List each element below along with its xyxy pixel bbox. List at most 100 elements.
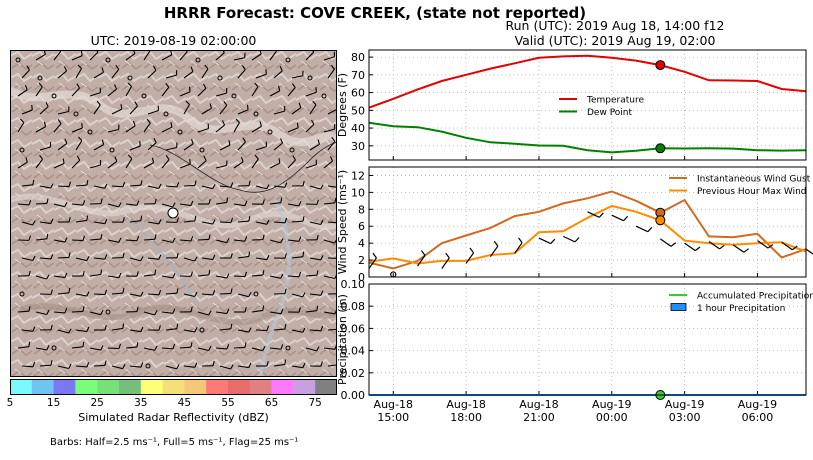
wind-barb [684,242,701,252]
wind-barb [107,84,118,97]
x-tick-label-time: 21:00 [523,411,555,424]
calm-wind-marker [285,345,291,351]
wind-barb [732,244,749,253]
wind-barb [57,287,71,295]
colorbar-frame [10,379,337,395]
y-tick-label: 0.04 [341,345,366,358]
wind-barb [111,181,126,188]
y-tick-label: 70 [351,69,365,82]
panel-frame [368,166,807,278]
wind-barb [71,200,86,206]
wind-barb [75,215,89,223]
wind-barb [89,269,103,277]
wind-barb [514,237,523,254]
wind-barb [165,70,178,79]
wind-barb [39,360,53,367]
wind-barb [71,155,81,169]
colorbar-bin [140,379,163,395]
legend-swatch [670,303,687,311]
colorbar-bin [228,379,251,395]
wind-barb [327,185,337,188]
wind-barb [215,120,226,133]
wind-barb [179,159,191,169]
calm-wind-marker [217,75,223,81]
wind-barb [107,156,118,169]
wind-barb [251,199,265,205]
wind-barb [309,139,320,151]
wind-barb [201,219,216,225]
wind-barb [129,362,144,368]
valid-time-marker [655,215,666,226]
wind-barb [611,214,629,222]
wind-barb [125,154,133,169]
wind-barb [58,217,71,223]
wind-barb [417,250,426,267]
wind-barb [805,248,813,255]
wind-barb [183,256,198,262]
y-tick-label: 80 [351,51,365,64]
wind-barb [538,237,556,245]
colorbar-bin [31,379,54,395]
wind-barb [305,159,318,169]
wind-barb [165,252,179,259]
wind-barb [215,197,229,205]
wind-barb [327,293,337,295]
wind-barb [129,180,143,187]
wind-barb [125,82,132,97]
y-tick-label: 40 [351,122,365,135]
calm-wind-marker [253,291,259,297]
wind-barb [107,124,120,133]
wind-barb [143,198,157,205]
wind-barb [21,105,33,115]
wind-barb [309,361,323,367]
wind-barb [197,123,210,133]
wind-barb [273,324,287,331]
wind-barb [165,323,179,331]
wind-barb [201,360,215,367]
wind-barb [161,237,176,244]
wind-barb [659,238,677,247]
wind-barb [57,106,70,115]
panel-frame [368,49,807,161]
wind-barb [201,103,212,115]
wind-barb [781,241,798,251]
colorbar-bin [206,379,229,395]
wind-barb [93,183,108,189]
wind-barb [256,361,269,367]
wind-barb [161,273,176,279]
series-line-instantaneous-wind-gust [368,190,807,270]
colorbar-bin [10,379,33,395]
colorbar-bin [97,379,120,395]
calm-wind-marker [141,93,147,99]
x-tick-label-time: 18:00 [450,411,482,424]
x-tick-label-time: 03:00 [669,411,701,424]
wind-barb [35,233,49,241]
wind-barb [39,218,54,225]
wind-barb [305,234,319,241]
wind-barb [111,217,125,223]
series-line-temperature [368,54,807,109]
wind-barb [165,182,180,188]
wind-barb [237,65,246,79]
wind-barb [57,252,71,259]
wind-barb [269,85,281,97]
wind-barb [255,254,270,261]
wind-barb [179,342,193,349]
wind-barb [635,225,653,233]
wind-barb [269,197,283,205]
wind-barb [75,256,90,262]
wind-barb [215,273,230,279]
wind-barb [53,158,65,169]
legend-entry: Accumulated Precipitation [669,292,813,302]
run-time-label: Run (UTC): 2019 Aug 18, 14:00 f12 [505,18,725,33]
wind-barb [183,362,198,368]
wind-barb [35,154,44,169]
wind-barb [305,346,320,352]
colorbar-tick-label: 75 [308,397,322,409]
wind-barb [587,211,604,218]
calm-wind-marker [199,327,205,333]
calm-wind-marker [105,309,111,315]
wind-barb [53,272,68,279]
wind-barb [233,236,248,242]
